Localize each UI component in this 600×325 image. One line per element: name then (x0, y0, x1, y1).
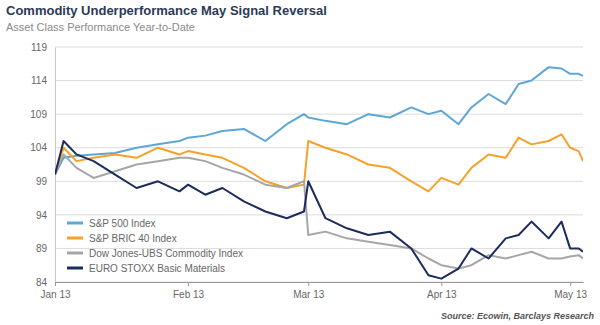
title: Commodity Underperformance May Signal Re… (6, 3, 327, 18)
x-tick-mark (55, 282, 56, 286)
legend-swatch (67, 237, 83, 240)
legend-label: S&P BRIC 40 Index (89, 233, 177, 244)
y-tick: 114 (31, 75, 55, 86)
y-tick-label: 84 (36, 277, 48, 288)
x-tick: May 13 (554, 282, 587, 300)
y-tick: 84 (36, 277, 55, 288)
legend-label: S&P 500 Index (89, 218, 156, 229)
x-tick-mark (308, 282, 309, 286)
legend: S&P 500 Index S&P BRIC 40 Index Dow Jones-… (67, 218, 243, 274)
y-tick: 94 (36, 210, 55, 221)
series-line (55, 67, 583, 174)
legend-label: Dow Jones-UBS Commodity Index (89, 248, 243, 259)
source: Source: Ecowin, Barclays Research (441, 311, 595, 321)
y-tick-label: 114 (31, 75, 47, 86)
y-tick: 89 (36, 243, 55, 254)
x-tick: Jan 13 (40, 282, 70, 300)
subtitle: Asset Class Performance Year-to-Date (6, 21, 195, 33)
grid-line (55, 80, 583, 81)
y-tick-label: 104 (30, 142, 47, 153)
legend-entry: S&P BRIC 40 Index (67, 233, 177, 244)
legend-entry: Dow Jones-UBS Commodity Index (67, 248, 243, 259)
series-line (55, 154, 583, 268)
y-tick: 119 (31, 42, 55, 53)
legend-label: EURO STOXX Basic Materials (89, 263, 225, 274)
legend-swatch (67, 252, 83, 255)
grid-line (55, 214, 583, 215)
y-axis-line (55, 48, 56, 283)
x-tick-label: Feb 13 (173, 289, 205, 300)
x-tick: Apr 13 (427, 282, 457, 300)
legend-entry: EURO STOXX Basic Materials (67, 263, 225, 274)
x-axis: Jan 13 Feb 13 Mar 13 Apr 13 May 13 (40, 282, 587, 300)
y-tick-label: 94 (36, 210, 48, 221)
x-tick-mark (441, 282, 442, 286)
y-tick: 99 (36, 176, 55, 187)
grid-line (55, 181, 583, 182)
legend-swatch (67, 267, 83, 270)
x-tick-label: May 13 (554, 289, 587, 300)
grid-line (55, 47, 583, 48)
x-tick-label: Apr 13 (427, 289, 457, 300)
y-tick-label: 99 (36, 176, 48, 187)
plot: 84 89 94 99 104 109 114 119 Jan 13 Feb 13 Mar 13 Ap… (30, 42, 587, 300)
x-axis-line (56, 282, 584, 283)
legend-entry: S&P 500 Index (67, 218, 156, 229)
series-line (55, 134, 583, 191)
y-tick-label: 89 (36, 243, 48, 254)
x-tick-label: Jan 13 (40, 289, 70, 300)
x-tick-mark (570, 282, 571, 286)
lines (55, 67, 583, 279)
legend-swatch (67, 222, 83, 225)
y-axis: 84 89 94 99 104 109 114 119 (30, 42, 55, 288)
x-tick: Mar 13 (293, 282, 325, 300)
y-tick: 104 (30, 142, 55, 153)
y-tick: 109 (30, 109, 55, 120)
series-line (55, 141, 583, 279)
x-tick-mark (188, 282, 189, 286)
x-tick-label: Mar 13 (293, 289, 325, 300)
chart: Commodity Underperformance May Signal Re… (0, 0, 600, 325)
grid (55, 47, 583, 282)
y-tick-label: 109 (30, 109, 47, 120)
grid-line (55, 282, 583, 283)
y-tick-label: 119 (31, 42, 47, 53)
grid-line (55, 114, 583, 115)
x-tick: Feb 13 (173, 282, 205, 300)
